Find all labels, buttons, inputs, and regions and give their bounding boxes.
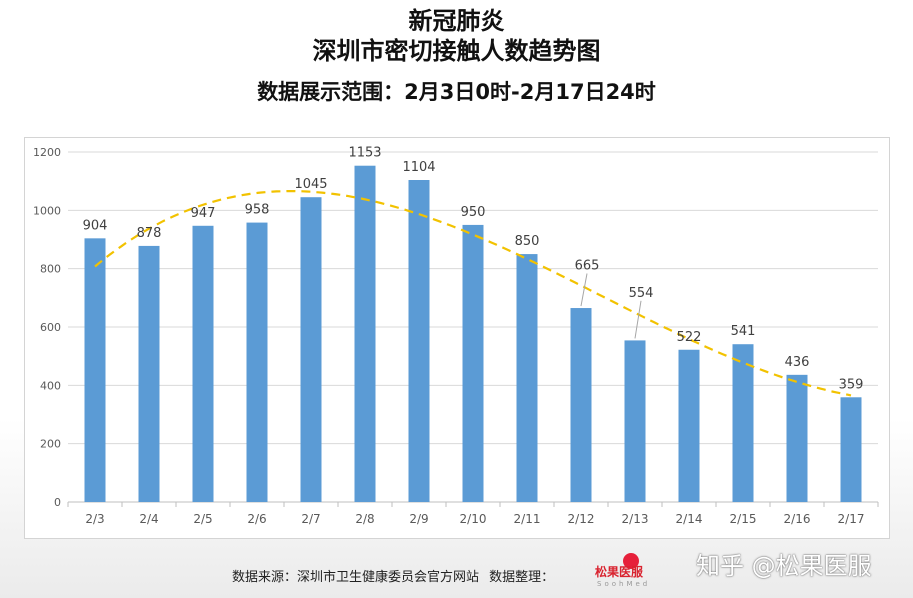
brand-logo: 松果医服 SoohMed <box>595 553 675 589</box>
data-label: 904 <box>83 218 108 233</box>
x-tick-label: 2/13 <box>622 512 649 526</box>
data-label: 1104 <box>402 160 435 175</box>
y-tick-label: 200 <box>40 438 61 451</box>
data-label: 850 <box>515 234 540 249</box>
chart-title-line1: 新冠肺炎 <box>408 7 505 35</box>
x-tick-label: 2/15 <box>730 512 757 526</box>
data-label: 359 <box>839 377 864 392</box>
bar <box>138 245 160 502</box>
bar <box>786 374 808 502</box>
leader-line <box>580 273 588 307</box>
bar <box>84 238 106 502</box>
leader-line <box>634 300 642 339</box>
data-label: 878 <box>137 226 162 241</box>
x-tick-label: 2/16 <box>784 512 811 526</box>
y-tick-label: 800 <box>40 263 61 276</box>
y-tick-label: 1200 <box>33 146 61 159</box>
footer: 数据来源：深圳市卫生健康委员会官方网站 数据整理： <box>232 566 560 585</box>
bar <box>732 344 754 502</box>
x-tick-label: 2/5 <box>193 512 212 526</box>
x-tick-label: 2/3 <box>85 512 104 526</box>
x-tick-label: 2/9 <box>409 512 428 526</box>
bar <box>624 340 646 502</box>
data-label: 950 <box>461 205 486 220</box>
y-tick-label: 1000 <box>33 204 61 217</box>
x-tick-label: 2/11 <box>514 512 541 526</box>
bar <box>408 180 430 502</box>
logo-subtext: SoohMed <box>597 580 651 588</box>
data-label: 947 <box>191 206 216 221</box>
bar-chart: 0 200 400 600 800 1000 1200 2/3 2/4 2/5 2/6 2/7 2/8 2… <box>33 146 879 526</box>
logo-text: 松果医服 <box>595 565 644 579</box>
bar <box>354 165 376 503</box>
data-label: 554 <box>629 286 654 301</box>
bar <box>678 349 700 502</box>
x-tick-label: 2/17 <box>838 512 865 526</box>
x-tick-label: 2/8 <box>355 512 374 526</box>
bar <box>462 224 484 502</box>
x-tick-label: 2/12 <box>568 512 595 526</box>
chart-title-line2: 深圳市密切接触人数趋势图 <box>312 37 601 65</box>
data-label: 1153 <box>348 146 381 161</box>
bar <box>192 225 214 502</box>
x-tick-label: 2/10 <box>460 512 487 526</box>
y-tick-label: 400 <box>40 379 61 392</box>
data-label: 541 <box>731 324 756 339</box>
logo-pot-icon <box>623 553 639 569</box>
data-label: 665 <box>575 259 600 274</box>
chart-subtitle: 数据展示范围：2月3日0时-2月17日24时 <box>257 80 656 104</box>
bar <box>840 397 862 502</box>
data-label: 436 <box>785 355 810 370</box>
trendline <box>94 190 852 397</box>
x-tick-label: 2/4 <box>139 512 158 526</box>
bar <box>300 197 322 503</box>
bar <box>570 308 592 502</box>
x-tick-label: 2/14 <box>676 512 703 526</box>
watermark: 知乎 @松果医服 <box>696 552 872 580</box>
data-label: 522 <box>677 330 702 345</box>
x-tick-label: 2/7 <box>301 512 320 526</box>
data-label: 958 <box>245 203 270 218</box>
plot-area: 0 200 400 600 800 1000 1200 2/3 2/4 2/5 2/6 2/7 2/8 2… <box>24 137 890 539</box>
bar <box>516 254 538 502</box>
y-tick-label: 600 <box>40 321 61 334</box>
y-tick-label: 0 <box>54 496 61 509</box>
x-tick-label: 2/6 <box>247 512 266 526</box>
organizer-label: 数据整理： <box>489 570 555 585</box>
bar <box>246 222 268 502</box>
title-block: 新冠肺炎 深圳市密切接触人数趋势图 数据展示范围：2月3日0时-2月17日24时 <box>0 6 913 106</box>
data-label: 1045 <box>294 177 327 192</box>
data-source-text: 数据来源：深圳市卫生健康委员会官方网站 <box>232 570 480 585</box>
